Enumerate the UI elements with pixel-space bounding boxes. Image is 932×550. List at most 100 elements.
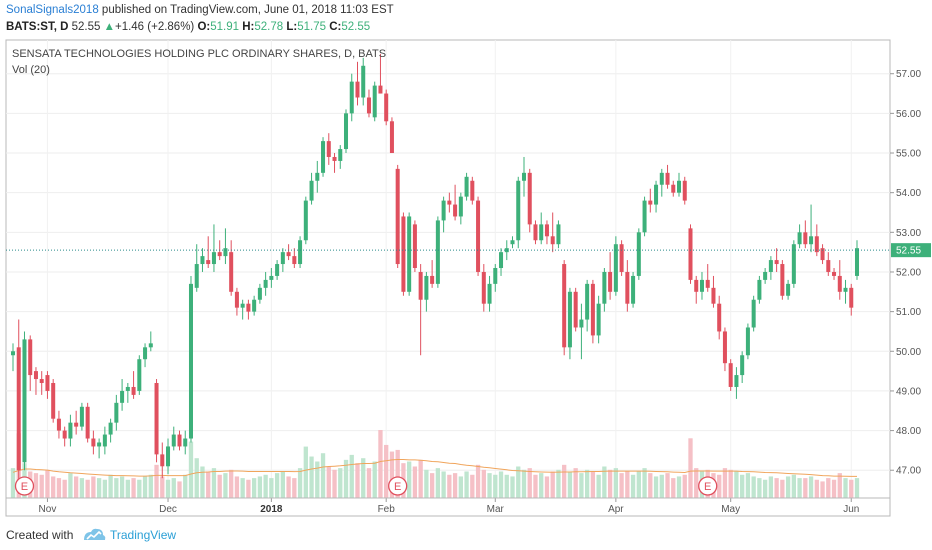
volume-bar bbox=[372, 461, 377, 498]
candle-body bbox=[768, 260, 773, 272]
price-chart[interactable]: 52.55 E E E 47.00 48.00 49.00 50.00 51.00 52.00… bbox=[0, 38, 932, 518]
volume-bar bbox=[521, 469, 527, 498]
candle-body bbox=[631, 275, 636, 304]
volume-bar bbox=[544, 476, 550, 498]
volume-bar bbox=[740, 474, 745, 498]
candle-body bbox=[303, 200, 308, 241]
y-tick-label: 56.00 bbox=[896, 109, 921, 120]
candle-body bbox=[326, 141, 331, 157]
candle-body bbox=[183, 438, 188, 447]
candle-body bbox=[453, 204, 458, 217]
candle-body bbox=[355, 81, 360, 98]
chart-svg[interactable]: 52.55 E E E 47.00 48.00 49.00 50.00 51.00 52.00… bbox=[0, 38, 932, 518]
volume-ma bbox=[12, 459, 857, 477]
candle-body bbox=[321, 141, 326, 173]
candle-body bbox=[699, 279, 704, 292]
volume-bar bbox=[607, 469, 613, 498]
publish-line: SonalSignals2018 published on TradingVie… bbox=[6, 4, 394, 16]
volume-bar bbox=[579, 473, 584, 498]
candle-body bbox=[585, 283, 590, 320]
volume-bar bbox=[694, 468, 699, 498]
candle-body bbox=[763, 271, 768, 280]
volume-bar bbox=[556, 469, 561, 498]
volume-bar bbox=[79, 478, 85, 498]
earnings-marker[interactable] bbox=[14, 476, 35, 496]
earnings-marker-label: E bbox=[704, 481, 711, 493]
volume-bar bbox=[435, 468, 441, 498]
volume-bar bbox=[142, 476, 148, 498]
volume-bar bbox=[326, 466, 331, 498]
volume-bar bbox=[297, 468, 303, 498]
candle-body bbox=[671, 184, 676, 193]
candle-body bbox=[372, 85, 377, 118]
author-link[interactable]: SonalSignals2018 bbox=[6, 4, 99, 16]
candle-body bbox=[854, 248, 860, 276]
candle-body bbox=[366, 97, 371, 114]
price-change: +1.46 (+2.86%) bbox=[114, 21, 195, 33]
volume-bar bbox=[464, 471, 469, 498]
candle-body bbox=[734, 375, 739, 387]
volume-bar bbox=[91, 476, 96, 498]
volume-bar bbox=[550, 471, 555, 498]
volume-bar bbox=[722, 468, 728, 498]
tradingview-link[interactable]: TradingView bbox=[110, 528, 177, 542]
time-axis[interactable]: Nov Dec 2018 Feb Mar Apr May Jun bbox=[6, 497, 890, 515]
candle-body bbox=[711, 287, 716, 304]
volume-bar bbox=[102, 479, 108, 498]
candle-body bbox=[757, 279, 762, 300]
candle-body bbox=[791, 244, 796, 284]
published-text: published on TradingView.com, June 01, 2… bbox=[101, 4, 394, 16]
y-tick-label: 52.00 bbox=[896, 267, 921, 278]
volume-bar bbox=[51, 476, 56, 498]
earnings-marker[interactable] bbox=[388, 476, 408, 496]
candle-body bbox=[550, 236, 555, 245]
volume-bar bbox=[188, 441, 194, 498]
candle-body bbox=[143, 347, 148, 360]
candle-body bbox=[166, 446, 171, 467]
volume-bar bbox=[68, 473, 73, 498]
candle-body bbox=[596, 303, 601, 336]
high-value: 52.78 bbox=[254, 21, 284, 33]
y-tick-label: 50.00 bbox=[896, 347, 921, 358]
earnings-marker[interactable] bbox=[698, 476, 718, 496]
candle-body bbox=[774, 260, 779, 265]
candle-body bbox=[51, 383, 56, 419]
candle-body bbox=[206, 260, 211, 265]
candle-body bbox=[120, 390, 125, 403]
candle-body bbox=[114, 402, 119, 423]
candle-body bbox=[280, 252, 285, 265]
volume-bar bbox=[263, 474, 268, 498]
price-axis[interactable]: 47.00 48.00 49.00 50.00 51.00 52.00 53.00 54.00… bbox=[890, 69, 921, 477]
candle-body bbox=[539, 224, 544, 241]
volume-bar bbox=[366, 468, 372, 498]
x-tick-label: Apr bbox=[608, 504, 624, 515]
candle-body bbox=[102, 434, 107, 447]
y-tick-label: 55.00 bbox=[896, 149, 921, 160]
y-tick-label: 48.00 bbox=[896, 426, 921, 437]
volume-bar bbox=[751, 476, 756, 498]
candle-body bbox=[820, 248, 825, 261]
volume-bar bbox=[137, 479, 142, 498]
candle-body bbox=[171, 434, 176, 447]
candle-body bbox=[160, 454, 165, 467]
volume-bar bbox=[757, 478, 762, 498]
volume-bar bbox=[849, 479, 854, 498]
candle-body bbox=[10, 351, 16, 356]
candle-body bbox=[79, 406, 84, 427]
volume-bar bbox=[630, 474, 636, 498]
volume-bar bbox=[154, 464, 159, 498]
volume-bar bbox=[257, 476, 263, 498]
volume-bar bbox=[384, 444, 389, 498]
volume-bar bbox=[458, 476, 463, 498]
candle-body bbox=[378, 85, 383, 94]
candle-body bbox=[458, 196, 463, 217]
volume-bar bbox=[309, 456, 314, 498]
volume-bar bbox=[361, 458, 366, 498]
candle-body bbox=[590, 283, 595, 336]
candle-body bbox=[786, 283, 791, 296]
candle-body bbox=[694, 279, 699, 292]
volume-bar bbox=[837, 473, 842, 498]
volume-bar bbox=[510, 476, 515, 498]
candle-body bbox=[33, 371, 38, 380]
